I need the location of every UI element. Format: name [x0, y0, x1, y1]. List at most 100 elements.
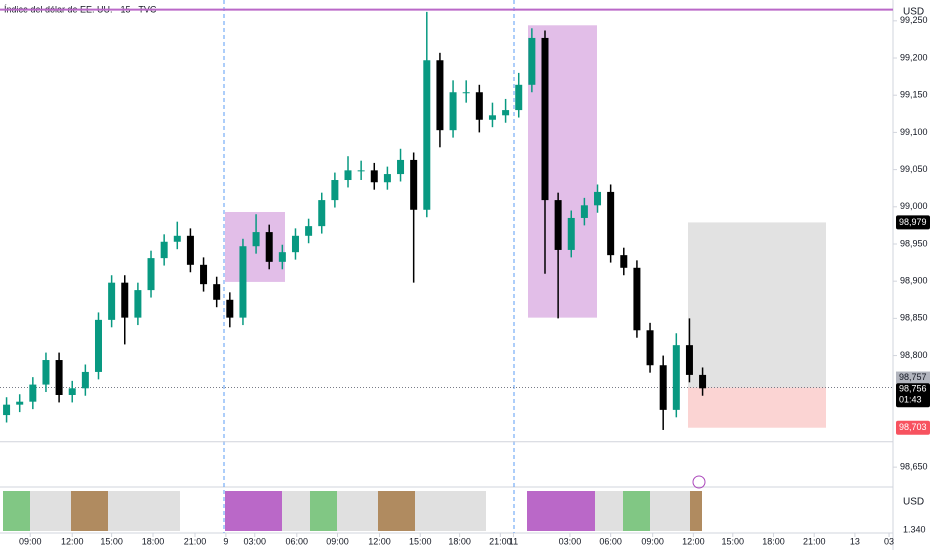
x-tick-label: 21:00 [184, 536, 207, 546]
last-price-bg [896, 383, 930, 408]
candle-body [3, 404, 11, 416]
session-block [30, 491, 71, 531]
y-tick-label: 98,900 [900, 276, 928, 286]
candle-body [594, 191, 602, 206]
session-block [337, 491, 378, 531]
candle-body [423, 60, 431, 210]
x-tick-label: 12:00 [368, 536, 391, 546]
candle-body [160, 241, 168, 259]
candle-body [436, 60, 444, 131]
x-tick-label: 13 [850, 536, 860, 546]
session-block [378, 491, 415, 531]
candle-body [699, 374, 707, 389]
candle-body [528, 37, 536, 85]
x-tick-label: 15:00 [409, 536, 432, 546]
entry-label-bg [896, 371, 930, 384]
stop-label-bg [896, 420, 930, 435]
y-tick-label: 99,150 [900, 90, 928, 100]
session-block [71, 491, 108, 531]
y-tick-label: 98,650 [900, 462, 928, 472]
session-block [690, 491, 702, 531]
candle-body [16, 401, 24, 405]
x-tick-label: 18:00 [142, 536, 165, 546]
candle-body [410, 159, 418, 210]
candle-body [462, 92, 470, 94]
candle-body [173, 235, 181, 242]
x-tick-label: 03:00 [559, 536, 582, 546]
candle-body [108, 282, 116, 320]
candle-body [357, 170, 365, 172]
stop-label: 98,703 [899, 422, 927, 432]
candle-body [68, 388, 76, 395]
x-tick-label: 03 [884, 536, 894, 546]
candle-body [29, 384, 37, 402]
candle-body [659, 365, 667, 410]
y-tick-label: 98,850 [900, 313, 928, 323]
target-label-bg [896, 215, 930, 230]
x-tick-label: 15:00 [100, 536, 123, 546]
session-block [595, 491, 623, 531]
candle-body [383, 174, 391, 183]
candle-body [134, 290, 142, 318]
countdown: 01:43 [899, 395, 922, 405]
y-tick-label: 99,250 [900, 15, 928, 25]
y-tick-label: 99,000 [900, 201, 928, 211]
candle-body [305, 226, 313, 236]
panel-currency: USD [903, 497, 924, 508]
panel-tick: 1.340 [903, 524, 926, 534]
zone [528, 25, 597, 318]
last-price-label: 98,756 [899, 384, 927, 394]
candle-body [239, 246, 247, 318]
candle-body [449, 92, 457, 131]
x-tick-label: 15:00 [722, 536, 745, 546]
candle-body [318, 200, 326, 227]
x-tick-label: 12:00 [61, 536, 84, 546]
y-tick-label: 98,950 [900, 238, 928, 248]
candle-body [554, 200, 562, 250]
candle-body [81, 371, 89, 389]
session-block [527, 491, 595, 531]
candle-body [502, 110, 510, 116]
candle-body [252, 232, 260, 247]
entry-label: 98,757 [899, 372, 927, 382]
y-tick-label: 99,100 [900, 127, 928, 137]
x-tick-label: 21:00 [489, 536, 512, 546]
candle-body [580, 205, 588, 218]
candle-body [515, 84, 523, 111]
candle-body [291, 235, 299, 253]
x-tick-label: 06:00 [286, 536, 309, 546]
y-tick-label: 99,050 [900, 164, 928, 174]
session-block [415, 491, 486, 531]
candle-body [213, 284, 221, 300]
candle-body [186, 235, 194, 265]
candle-body [147, 258, 155, 291]
candle-body [94, 319, 102, 372]
session-block [282, 491, 310, 531]
candle-body [370, 170, 378, 183]
candle-body [226, 299, 234, 318]
y-tick-label: 99,200 [900, 52, 928, 62]
candle-body [541, 37, 549, 201]
stop-zone [688, 387, 826, 428]
target-label: 98,979 [899, 217, 927, 227]
session-block [310, 491, 337, 531]
event-icon[interactable] [692, 475, 706, 489]
x-tick-label: 09:00 [326, 536, 349, 546]
candle-body [607, 191, 615, 256]
candle-body [620, 255, 628, 268]
candle-body [633, 267, 641, 331]
target-zone [688, 222, 826, 388]
x-tick-label: 12:00 [682, 536, 705, 546]
x-tick-label: 09:00 [641, 536, 664, 546]
x-tick-label: 11 [509, 536, 518, 546]
y-tick-label: 98,800 [900, 350, 928, 360]
candle-body [397, 159, 405, 175]
currency-label[interactable]: USD [903, 7, 924, 18]
x-tick-label: 09:00 [19, 536, 42, 546]
session-block [3, 491, 30, 531]
candle-body [42, 360, 50, 385]
x-tick-label: 06:00 [599, 536, 622, 546]
x-tick-label: 9 [223, 536, 228, 546]
